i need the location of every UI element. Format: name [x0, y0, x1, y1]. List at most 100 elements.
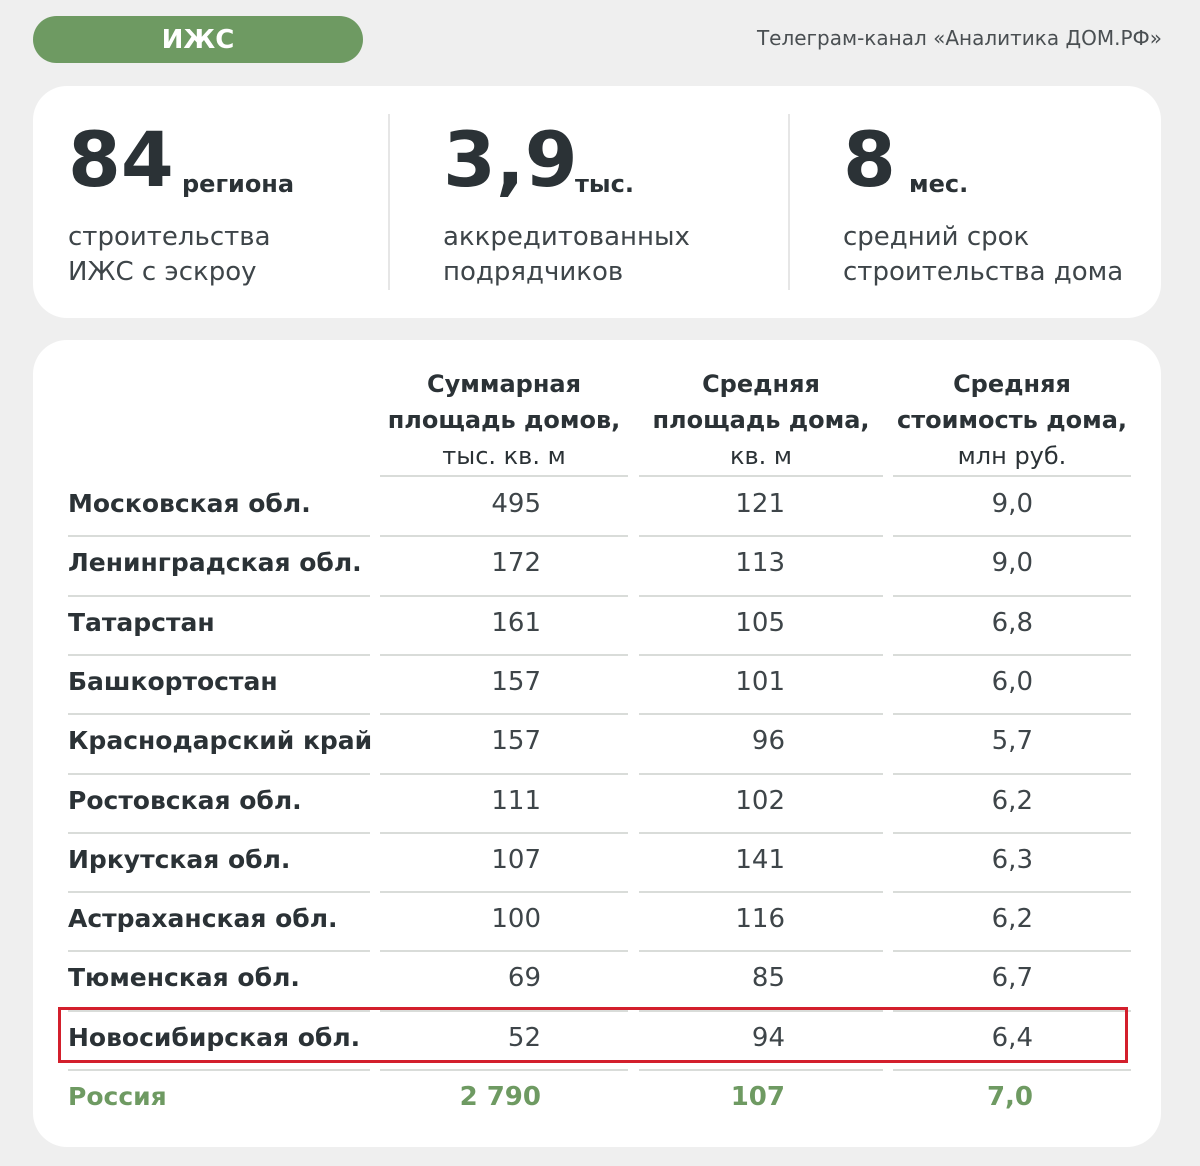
stat-description: средний срок строительства дома [843, 220, 1123, 290]
column-header-avg-cost: Средняя стоимость дома, млн руб. [893, 366, 1131, 474]
cell-area-avg: 107 [730, 1082, 785, 1112]
row-separator [68, 950, 370, 953]
cell-area-total: 100 [491, 904, 541, 935]
row-separator [639, 831, 883, 834]
cell-area-total: 69 [507, 963, 541, 994]
row-separator [68, 891, 370, 894]
header-underline [893, 475, 1131, 477]
cell-area-total: 157 [491, 666, 541, 697]
stat-value: 3,9 [443, 115, 578, 204]
row-separator [893, 653, 1131, 656]
cell-cost-avg: 6,7 [991, 963, 1033, 994]
cell-area-avg: 121 [735, 489, 785, 519]
table-row: Астраханская обл. 100 116 6,2 [33, 892, 1161, 951]
table-row: Татарстан 161 105 6,8 [33, 596, 1161, 655]
header-underline [639, 475, 883, 477]
cell-area-total: 157 [491, 726, 541, 757]
row-separator [639, 653, 883, 656]
column-header-line: Средняя [953, 370, 1071, 398]
cell-area-total: 495 [491, 489, 541, 519]
stat-description: строительства ИЖС с эскроу [68, 220, 271, 290]
table-row: Башкортостан 157 101 6,0 [33, 655, 1161, 714]
stat-desc-line: подрядчиков [443, 257, 624, 287]
cell-cost-avg: 5,7 [991, 726, 1033, 757]
column-header-line: Средняя [702, 370, 820, 398]
stat-desc-line: строительства дома [843, 257, 1124, 287]
column-header-avg-area: Средняя площадь дома, кв. м [639, 366, 883, 474]
stat-desc-line: средний срок [843, 222, 1030, 252]
row-separator [639, 1009, 883, 1012]
cell-area-total: 52 [507, 1022, 541, 1053]
row-separator [893, 535, 1131, 538]
row-separator [639, 713, 883, 716]
table-total-row: Россия 2 790 107 7,0 [33, 1070, 1161, 1129]
column-header-total-area: Суммарная площадь домов, тыс. кв. м [380, 366, 628, 474]
row-separator [380, 772, 628, 775]
stats-card: 84 региона строительства ИЖС с эскроу 3,… [33, 86, 1161, 318]
region-name: Новосибирская обл. [68, 1022, 361, 1052]
stat-unit: региона [182, 170, 295, 198]
highlight-frame [58, 1007, 1128, 1063]
row-separator [68, 1069, 370, 1071]
table-row: Ленинградская обл. 172 113 9,0 [33, 536, 1161, 595]
stat-divider [388, 114, 390, 290]
row-separator [639, 535, 883, 538]
cell-area-total: 111 [491, 785, 541, 816]
cell-area-avg: 96 [751, 726, 785, 757]
stat-unit: тыс. [575, 170, 634, 198]
row-separator [380, 653, 628, 656]
table-row: Иркутская обл. 107 141 6,3 [33, 833, 1161, 892]
region-name: Тюменская обл. [68, 963, 300, 993]
stat-value: 84 [68, 115, 174, 204]
row-separator [68, 1009, 370, 1012]
column-header-line: площадь дома, [652, 406, 870, 434]
region-name: Башкортостан [68, 666, 278, 696]
column-header-unit: кв. м [729, 442, 792, 470]
cell-area-avg: 102 [735, 785, 785, 816]
stat-divider [788, 114, 790, 290]
row-separator [893, 891, 1131, 894]
region-name: Московская обл. [68, 489, 311, 518]
row-separator [380, 950, 628, 953]
category-tag: ИЖС [33, 16, 363, 63]
cell-cost-avg: 6,0 [991, 666, 1033, 697]
cell-area-avg: 85 [751, 963, 785, 994]
cell-area-total: 161 [491, 607, 541, 638]
row-separator [639, 950, 883, 953]
row-separator [639, 891, 883, 894]
region-name: Краснодарский край [68, 726, 373, 756]
region-name: Татарстан [68, 607, 215, 637]
region-name: Ленинградская обл. [68, 548, 362, 578]
row-separator [893, 594, 1131, 597]
region-name: Ростовская обл. [68, 785, 302, 815]
column-header-line: стоимость дома, [896, 406, 1127, 434]
row-separator [893, 1009, 1131, 1012]
column-header-line: Суммарная [426, 370, 582, 398]
row-separator [639, 772, 883, 775]
cell-cost-avg: 9,0 [991, 489, 1033, 519]
row-separator [68, 772, 370, 775]
channel-attribution: Телеграм-канал «Аналитика ДОМ.РФ» [756, 26, 1162, 50]
cell-area-total: 107 [491, 844, 541, 875]
cell-area-avg: 94 [751, 1022, 785, 1053]
cell-cost-avg: 6,2 [991, 785, 1033, 816]
row-separator [380, 535, 628, 538]
stat-desc-line: аккредитованных [443, 222, 690, 252]
stat-unit: мес. [909, 170, 969, 198]
row-separator [380, 891, 628, 894]
table-row: Ростовская обл. 111 102 6,2 [33, 774, 1161, 833]
header-underline [380, 475, 628, 477]
row-separator [639, 1069, 883, 1071]
row-separator [893, 713, 1131, 716]
region-name: Иркутская обл. [68, 844, 291, 874]
table-row: Тюменская обл. 69 85 6,7 [33, 951, 1161, 1010]
cell-cost-avg: 6,3 [991, 844, 1033, 875]
cell-cost-avg: 7,0 [986, 1082, 1033, 1112]
cell-area-total: 172 [491, 548, 541, 579]
row-separator [68, 653, 370, 656]
row-separator [893, 772, 1131, 775]
table-row: Новосибирская обл. 52 94 6,4 [33, 1011, 1161, 1070]
row-separator [380, 831, 628, 834]
row-separator [380, 594, 628, 597]
stat-value: 8 [843, 115, 896, 204]
